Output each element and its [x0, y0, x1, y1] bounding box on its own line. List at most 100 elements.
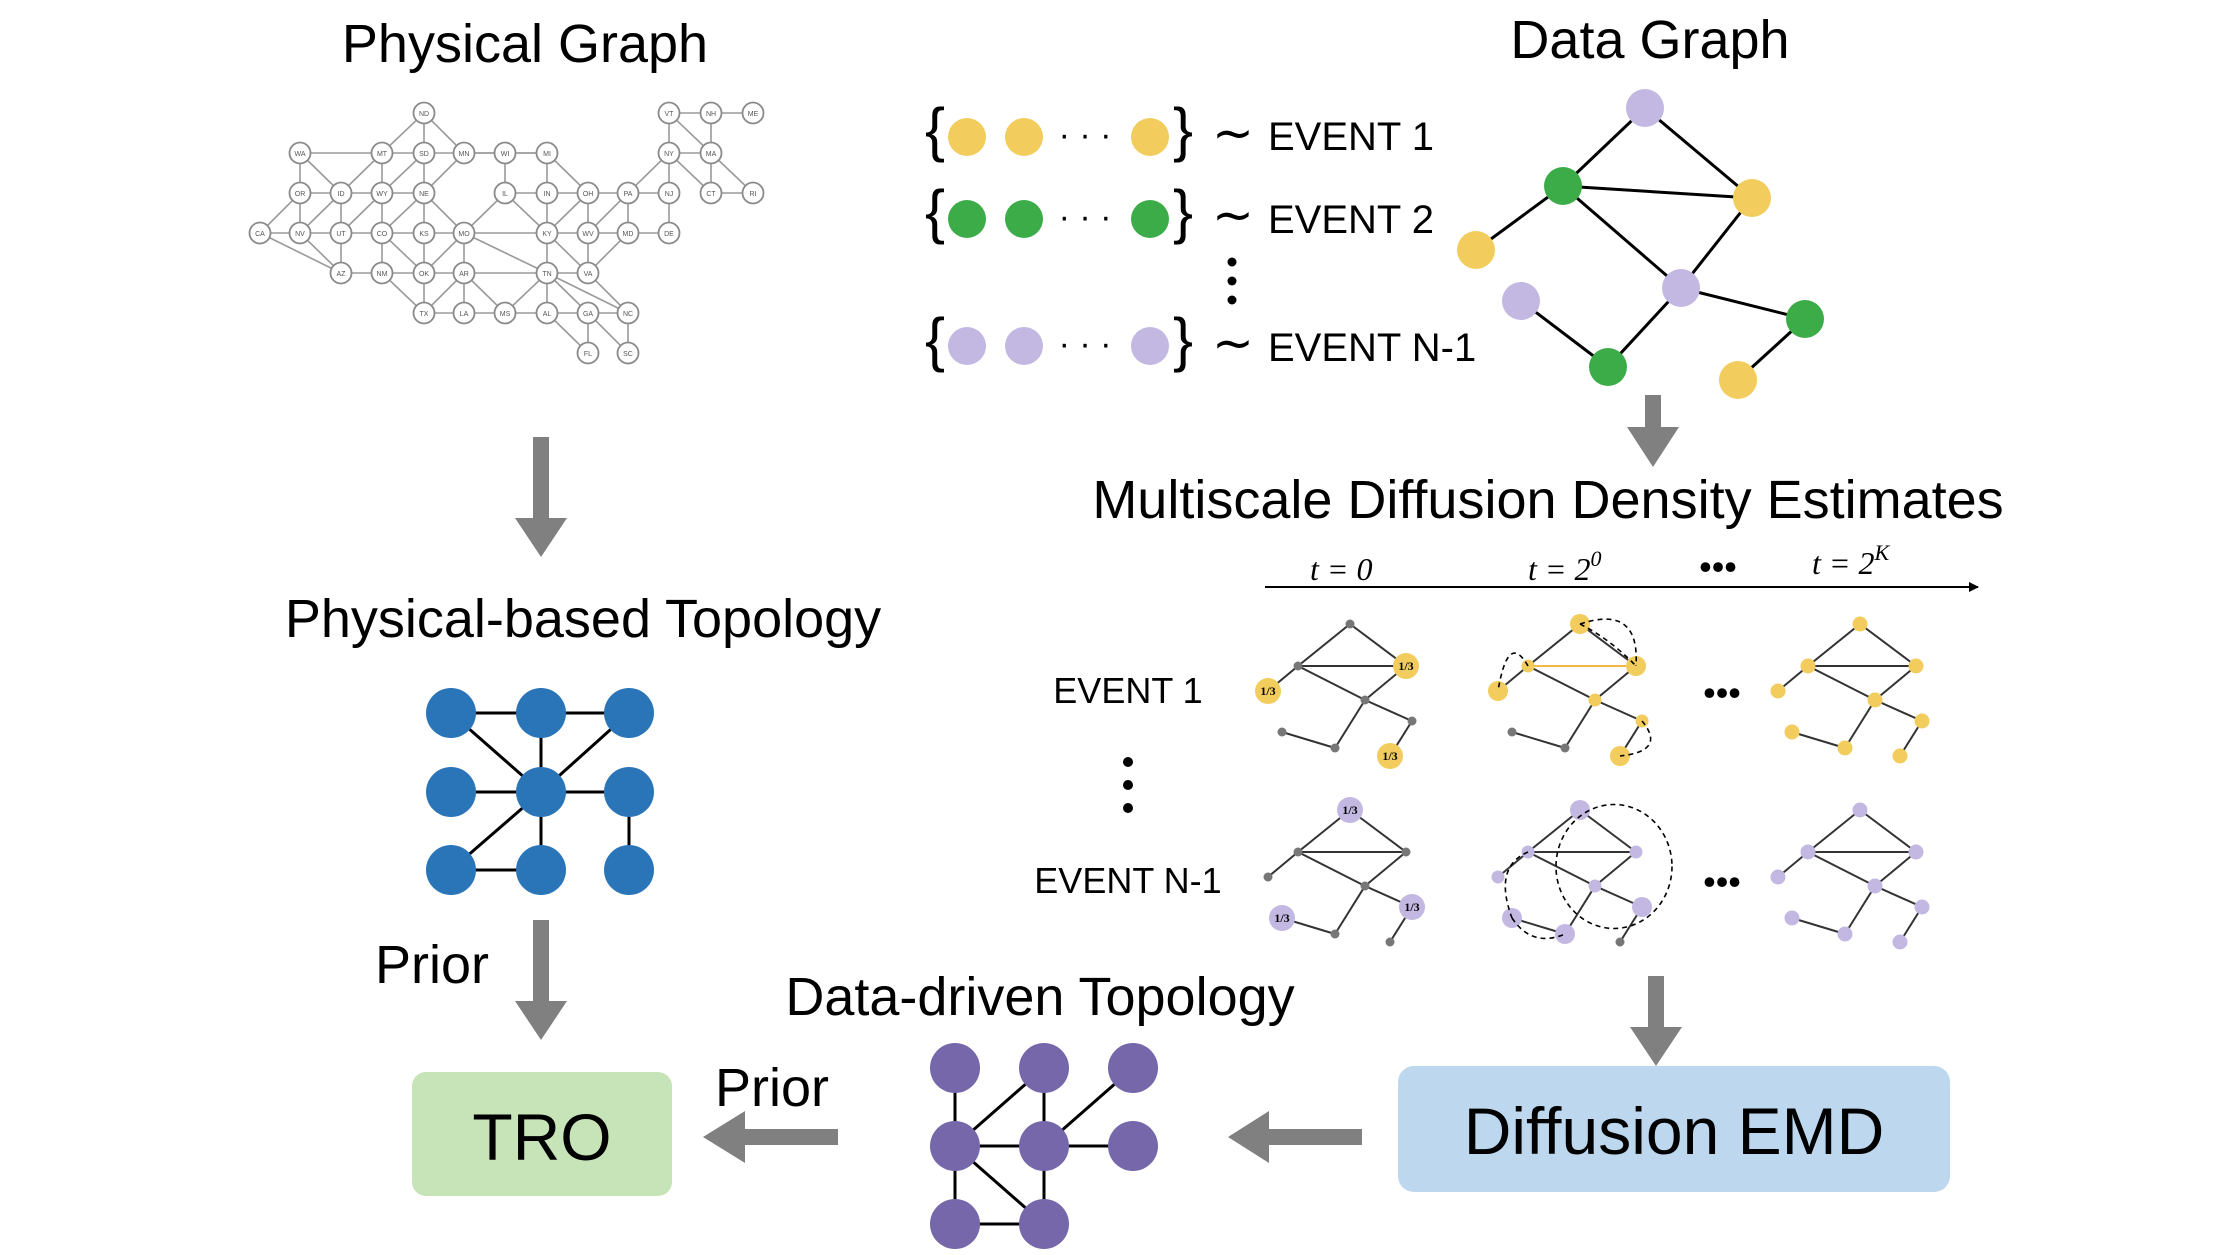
state-label: UT [336, 231, 346, 238]
state-label: MN [459, 151, 470, 158]
state-node: TN [535, 261, 559, 285]
state-node: NV [288, 221, 312, 245]
data-node [1662, 269, 1700, 307]
us-physical-graph: ND VT NH ME WA MT SD MN WI MI NY MA OR ID WY NE IL IN OH PA… [248, 101, 765, 365]
data-node [1589, 348, 1627, 386]
event-2-sample [1005, 200, 1043, 238]
state-node: KS [412, 221, 436, 245]
state-node: WA [288, 141, 312, 165]
event-n1-sample [948, 327, 986, 365]
state-node: MI [535, 141, 559, 165]
diffusion-emd-label: Diffusion EMD [1464, 1094, 1885, 1168]
mini-node [1377, 743, 1403, 769]
state-label: WY [376, 191, 388, 198]
mini-node [1852, 802, 1868, 818]
mini-node [1393, 653, 1419, 679]
map-edge [259, 232, 342, 274]
row2-ellipsis: ••• [1703, 862, 1741, 902]
data-node [1502, 282, 1540, 320]
t-k-label: t = 2K [1812, 540, 1890, 581]
state-label: WA [294, 151, 305, 158]
mini-edge [1594, 851, 1637, 887]
mini-edge [1334, 699, 1366, 749]
state-label: KY [542, 231, 552, 238]
state-node: OH [576, 181, 600, 205]
state-node: AR [452, 261, 476, 285]
mini-node [1632, 897, 1652, 917]
mini-node [1908, 844, 1924, 860]
topology-node [604, 688, 654, 738]
state-node: IL [493, 181, 517, 205]
mini-edge [1859, 623, 1917, 667]
state-node: OR [288, 181, 312, 205]
mini-node [1507, 727, 1517, 737]
ellipsis: · · · [1059, 198, 1112, 236]
data-node [1786, 300, 1824, 338]
tilde: ∼ [1212, 105, 1254, 161]
mass-label: 1/3 [1398, 659, 1413, 673]
mini-edge [1874, 851, 1917, 887]
tilde: ∼ [1212, 315, 1254, 371]
state-label: NY [664, 151, 674, 158]
state-label: ND [419, 111, 429, 118]
mini-edge [1334, 885, 1366, 935]
row-label-event-n1: EVENT N-1 [1034, 860, 1221, 901]
diffusion-arc [1504, 851, 1529, 919]
state-label: NE [419, 191, 429, 198]
state-node: ND [412, 101, 436, 125]
mini-node [1330, 743, 1340, 753]
tro-label: TRO [472, 1100, 611, 1174]
mini-edge [1791, 731, 1846, 749]
state-node: OK [412, 261, 436, 285]
arrow-down-2 [1627, 395, 1679, 467]
mass-label: 1/3 [1260, 684, 1275, 698]
state-node: MO [452, 221, 476, 245]
data-node [1626, 89, 1664, 127]
row-label-event-1: EVENT 1 [1053, 670, 1202, 711]
mini-edge [1579, 809, 1637, 853]
mini-node [1401, 847, 1411, 857]
mini-node [1800, 844, 1816, 860]
event-1-sample [948, 118, 986, 156]
state-label: AZ [337, 271, 347, 278]
mini-edge [1281, 731, 1336, 749]
topology-node [426, 767, 476, 817]
t-one-label: t = 20 [1528, 546, 1601, 587]
physical-topology-title: Physical-based Topology [285, 589, 881, 649]
diffusion-panel [1488, 614, 1652, 766]
state-label: DE [664, 231, 674, 238]
mini-node [1588, 693, 1602, 707]
state-node: RI [741, 181, 765, 205]
state-node: UT [329, 221, 353, 245]
tilde: ∼ [1212, 187, 1254, 243]
state-node: CT [699, 181, 723, 205]
mini-edge [1527, 665, 1596, 701]
state-label: IN [544, 191, 551, 198]
topology-node [516, 767, 566, 817]
mini-node [1892, 934, 1908, 950]
event-row-1: { · · · } ∼ EVENT 1 [925, 96, 1434, 163]
mini-edge [1807, 851, 1876, 887]
diffusion-mini-graphs: 1/3 1/3 1/3 1/3 1/3 1/3 [1255, 614, 1930, 950]
state-label: NV [295, 231, 305, 238]
mini-edge [1874, 699, 1923, 722]
state-node: SC [616, 341, 640, 365]
mini-node [1263, 872, 1273, 882]
state-node: WY [370, 181, 394, 205]
state-label: AR [459, 271, 469, 278]
state-node: AZ [329, 261, 353, 285]
mini-edge [1511, 731, 1566, 749]
data-node [1733, 179, 1771, 217]
state-label: NM [377, 271, 388, 278]
topology-node [516, 845, 566, 895]
arrow-left-1 [1228, 1111, 1362, 1163]
state-node: WI [493, 141, 517, 165]
mini-node [1852, 616, 1868, 632]
state-label: RI [750, 191, 757, 198]
diffusion-arc [1579, 618, 1637, 667]
state-node: MA [699, 141, 723, 165]
mini-edge [1267, 851, 1299, 878]
topology-node [1019, 1043, 1069, 1093]
physical-graph-title: Physical Graph [342, 14, 708, 74]
topology-node [930, 1199, 980, 1249]
